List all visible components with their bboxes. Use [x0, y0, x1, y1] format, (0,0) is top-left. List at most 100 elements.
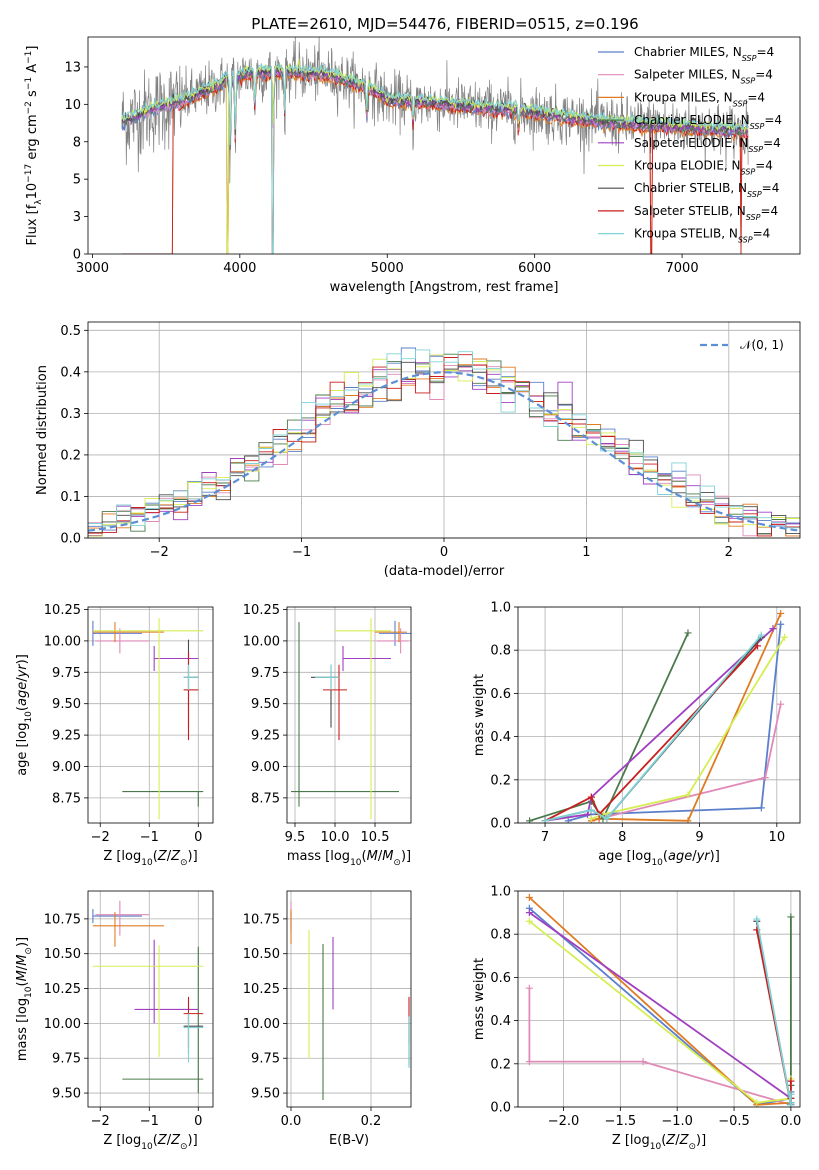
x-axis-label: Z [log10(Z/Z⊙)] [103, 849, 197, 868]
y-tick-label: 9.00 [52, 760, 81, 775]
mass-weight-marker [777, 700, 785, 708]
x-tick-label: 9.5 [285, 830, 306, 845]
grid-age-vs-mass [287, 607, 411, 823]
x-tick-label: −1.5 [605, 1114, 637, 1129]
x-tick-label: 0 [194, 830, 202, 845]
x-axis-label: age [log10(age/yr)] [598, 849, 720, 868]
y-tick-label: 0.1 [60, 490, 81, 505]
y-tick-label: 10.25 [243, 603, 280, 618]
x-axis-label-part: 10 [651, 858, 663, 868]
axes-frame [87, 321, 801, 539]
y-axis-label-part: −1 [24, 77, 34, 90]
x-tick-label: −2.0 [548, 1114, 580, 1129]
legend-label-sub: SSP [746, 212, 761, 221]
y-axis-label-part: λ [34, 199, 44, 205]
legend-label-sub: SSP [741, 167, 756, 176]
y-tick-label: 9.50 [52, 697, 81, 712]
y-tick-label: 10.00 [243, 1017, 280, 1032]
y-axis-label-part: ( [15, 706, 30, 711]
y-tick-label: 0.2 [490, 773, 511, 788]
legend-label-text: Salpeter STELIB, N [634, 204, 746, 218]
x-axis-label-part: Z [log [612, 1133, 650, 1148]
y-axis-label-part: ] [25, 46, 40, 51]
axes-frame [517, 890, 801, 1108]
mass-weight-marker [684, 817, 692, 823]
mass-weight-line [528, 911, 792, 1105]
y-axis-label-part: age [log [15, 723, 30, 776]
plot-area-age-vs-mass [291, 618, 411, 820]
x-axis-label-part: ⊙ [180, 858, 188, 868]
panel-mass-vs-ebv: 0.0 0.2 9.50 9.75 10.00 10.25 10.50 10.75 E(B-V) [243, 890, 412, 1148]
mass-weight-line [528, 988, 792, 1106]
y-axis-label: Normed distribution [35, 365, 50, 495]
x-tick-label: 10 [769, 830, 786, 845]
x-tick-label: 10.0 [321, 830, 350, 845]
y-tick-label: 1.0 [490, 601, 511, 616]
x-axis-label-part: yr [696, 849, 712, 864]
legend-label-eq: =4 [747, 90, 765, 104]
legend-label: Kroupa STELIB, NSSP=4 [634, 227, 770, 245]
mass-weight-marker [587, 815, 595, 823]
x-tick-label: −1.0 [661, 1114, 693, 1129]
mass-weight-marker [761, 774, 769, 782]
y-tick-label: 0.6 [490, 971, 511, 986]
mass-weight-marker [787, 1090, 795, 1098]
y-tick-label: 0.4 [60, 365, 81, 380]
mass-weight-marker [753, 1099, 761, 1107]
y-tick-label: 10.25 [243, 982, 280, 997]
y-tick-label: 9.75 [251, 666, 280, 681]
plot-area-weight-vs-Z [525, 893, 795, 1107]
mass-weight-marker [684, 629, 692, 637]
grid-mass-vs-ebv [287, 891, 411, 1107]
y-axis-label-part: −2 [24, 101, 34, 114]
x-axis-label-part: ⊙ [393, 858, 401, 868]
x-tick-label: 0.0 [281, 1114, 302, 1129]
y-tick-label: 0.5 [60, 324, 81, 339]
y-tick-label: 13 [64, 60, 81, 75]
x-tick-label: 7 [541, 830, 549, 845]
x-axis-label-part: ( [153, 1133, 158, 1148]
mass-weight-marker [526, 817, 534, 823]
legend-label: Salpeter STELIB, NSSP=4 [634, 204, 778, 222]
x-axis-label-part: 10 [650, 1142, 662, 1152]
x-axis-label-part: ( [153, 849, 158, 864]
x-tick-label: 3000 [76, 261, 109, 276]
mass-weight-marker [541, 817, 549, 823]
legend-label-eq: =4 [755, 159, 773, 173]
legend-label: Kroupa MILES, NSSP=4 [634, 90, 765, 108]
x-tick-label: −2 [91, 830, 110, 845]
x-axis-label-part: Z [170, 1133, 181, 1148]
y-axis-label-part: M [15, 970, 30, 981]
legend-label-sub: SSP [747, 190, 762, 199]
legend-label-text: Salpeter ELODIE, N [634, 136, 748, 150]
x-axis-label-part: Z [170, 849, 181, 864]
x-axis-label-part: / [167, 849, 172, 864]
x-tick-label: 1 [582, 545, 590, 560]
y-tick-label: 10.00 [44, 634, 81, 649]
y-tick-label: 10.00 [243, 634, 280, 649]
x-tick-label: −1 [140, 1114, 159, 1129]
plot-area-age-vs-Z [92, 618, 204, 820]
legend-label-sub: SSP [738, 235, 753, 244]
y-axis-label-part: 10 [25, 183, 40, 200]
x-axis-label-part: Z [log [103, 849, 141, 864]
y-tick-label: 8 [73, 135, 81, 150]
plot-area-mass-vs-ebv [290, 900, 410, 1101]
x-axis-label-part: )] [710, 849, 720, 864]
y-tick-label: 0.0 [60, 532, 81, 547]
legend-label-sub: SSP [741, 76, 756, 85]
mass-weight-marker [587, 793, 595, 801]
mass-weight-marker [525, 984, 533, 992]
mass-weight-marker [769, 625, 777, 633]
x-axis-label-part: )] [401, 849, 411, 864]
legend-label-sub: SSP [742, 54, 757, 63]
panel-age-vs-mass: 9.5 10.0 10.5 8.75 9.00 9.25 9.50 9.75 10.00 10.2… [243, 603, 412, 868]
y-axis-label-part: )] [15, 937, 30, 947]
x-axis-label-part: Z [665, 1133, 676, 1148]
legend-residuals: 𝒩(0, 1) [700, 338, 784, 352]
y-tick-label: 8.75 [251, 791, 280, 806]
legend-label-text: Chabrier STELIB, N [634, 181, 747, 195]
y-tick-label: 0.0 [490, 817, 511, 832]
mass-weight-marker [587, 806, 595, 814]
